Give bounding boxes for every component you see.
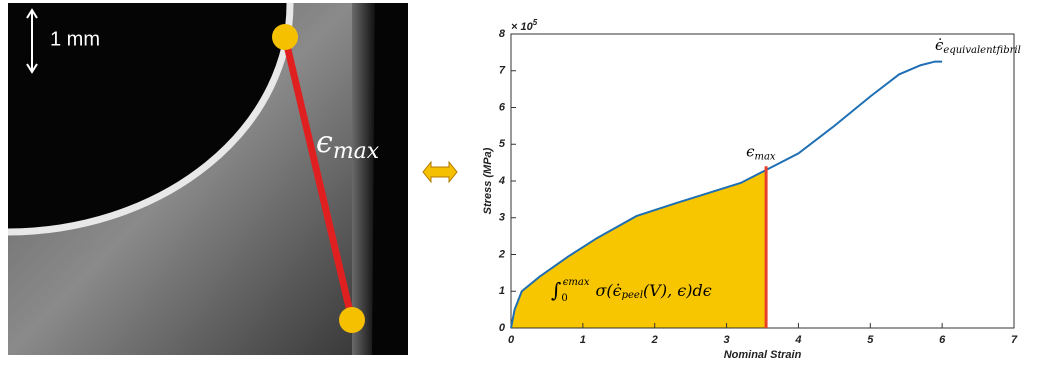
symbol: ϵ <box>746 142 755 160</box>
scale-label: 1 mm <box>50 28 100 50</box>
y-tick-label: 6 <box>499 101 506 113</box>
y-tick-label: 1 <box>499 285 505 297</box>
y-tick-label: 8 <box>499 28 506 40</box>
integrand: σ(ϵ̇ <box>595 281 621 300</box>
integral-label: ∫0 ϵmax σ(ϵ̇peel(V), ϵ)dϵ <box>551 277 712 304</box>
strain-label: ϵmax <box>316 125 380 164</box>
multiplier-exponent: 5 <box>533 18 538 27</box>
y-tick-label: 7 <box>499 65 506 77</box>
subscript: equivalentfibril <box>943 45 1020 56</box>
line <box>510 60 943 329</box>
material-region <box>8 3 352 355</box>
strain-subscript: max <box>333 139 380 164</box>
photo: 1 mm ϵmax <box>7 2 408 355</box>
y-tick-label: 5 <box>499 138 506 150</box>
endpoint <box>339 307 365 333</box>
x-tick-label: 1 <box>580 334 586 346</box>
x-tick-label: 7 <box>1011 334 1018 346</box>
x-tick-label: 0 <box>508 334 515 346</box>
area-fill <box>511 169 767 328</box>
endpoint <box>272 24 298 50</box>
strain-line <box>281 36 356 321</box>
multiplier-base: × 10 <box>511 21 534 33</box>
x-tick-label: 5 <box>867 334 874 346</box>
lower-limit: 0 <box>561 293 567 304</box>
material-edge <box>352 3 375 355</box>
integrand-tail: (V), ϵ)dϵ <box>643 281 712 300</box>
strain-rate-label: ϵ̇equivalentfibril <box>935 36 1021 56</box>
integral-sign: ∫ <box>551 278 561 302</box>
strain-symbol: ϵ <box>316 125 333 160</box>
integrand-subscript: peel <box>622 290 643 301</box>
rim <box>7 2 294 236</box>
y-tick-label: 3 <box>499 212 505 224</box>
y-tick-label: 0 <box>499 322 506 334</box>
symbol: ϵ̇ <box>935 36 944 54</box>
y-multiplier: × 105 <box>511 18 538 33</box>
scale-arrowheads <box>26 8 38 74</box>
epsilon-max-label: ϵmax <box>746 142 776 162</box>
x-axis-label: Nominal Strain <box>724 349 802 361</box>
subscript: max <box>754 151 775 162</box>
double-arrow <box>422 160 458 184</box>
x-tick-label: 6 <box>939 334 946 346</box>
upper-limit: ϵmax <box>563 277 590 288</box>
x-tick-label: 3 <box>724 334 730 346</box>
y-axis-label: Stress (MPa) <box>482 147 494 214</box>
y-tick-label: 2 <box>498 248 505 260</box>
x-tick-label: 4 <box>794 334 801 346</box>
y-tick-label: 4 <box>498 175 505 187</box>
x-tick-label: 2 <box>651 334 658 346</box>
